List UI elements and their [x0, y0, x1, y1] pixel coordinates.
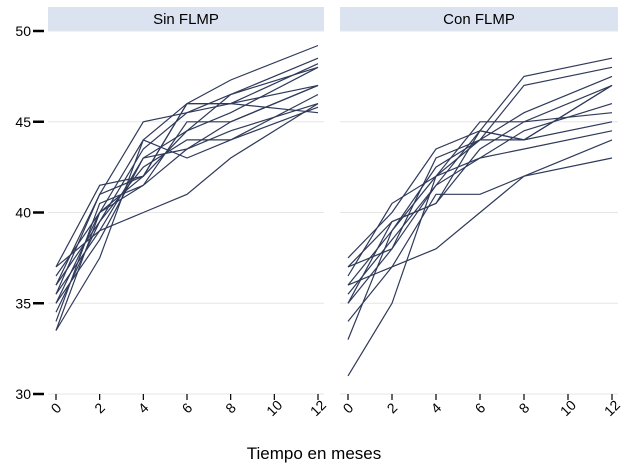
x-tick-label: 4	[428, 399, 445, 416]
series-line	[56, 67, 318, 285]
x-tick-label: 8	[516, 399, 533, 416]
y-tick-label: 40	[15, 205, 31, 221]
x-axis-label: Tiempo en meses	[247, 444, 381, 463]
x-tick-label: 6	[179, 399, 196, 416]
series-line	[348, 158, 612, 321]
panel-title: Con FLMP	[443, 11, 515, 28]
panel-title: Sin FLMP	[153, 11, 219, 28]
x-tick-label: 2	[384, 399, 401, 416]
series-line	[56, 107, 318, 312]
series-line	[56, 67, 318, 285]
x-tick-label: 10	[263, 397, 285, 419]
series-line	[348, 85, 612, 276]
series-line	[56, 58, 318, 303]
series-line	[56, 85, 318, 294]
y-tick-label: 35	[15, 295, 31, 311]
x-tick-label: 2	[91, 399, 108, 416]
x-tick-label: 8	[222, 399, 239, 416]
x-tick-label: 10	[557, 397, 579, 419]
x-tick-label: 4	[135, 399, 152, 416]
x-tick-label: 12	[307, 397, 329, 419]
series-line	[348, 104, 612, 295]
x-tick-label: 12	[601, 397, 623, 419]
panel-2: Con FLMP 0 2 4 6 8 10 12	[340, 7, 624, 419]
series-line	[348, 113, 612, 267]
series-line	[56, 104, 318, 331]
series-line	[56, 104, 318, 267]
x-tick-label: 0	[48, 399, 65, 416]
y-tick-label: 30	[15, 386, 31, 402]
y-tick-label: 45	[15, 114, 31, 130]
x-tick-label: 6	[472, 399, 489, 416]
panel-1: Sin FLMP 0 2 4 6 8 10 12	[48, 7, 330, 419]
y-tick-label: 50	[15, 23, 31, 39]
x-tick-label: 0	[340, 399, 357, 416]
